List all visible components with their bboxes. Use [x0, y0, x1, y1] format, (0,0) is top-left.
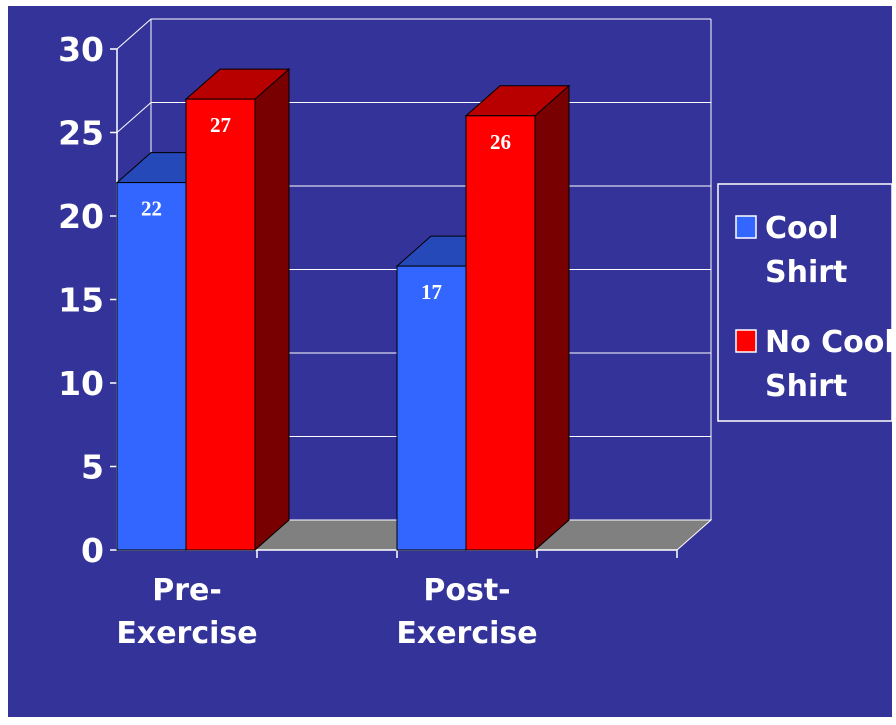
data-label: 22 — [141, 197, 162, 221]
y-tick-label: 20 — [58, 197, 104, 236]
chart-panel: 0 5 10 15 20 25 30 22 27 17 26 Pre-Exercise Post-Exe… — [8, 6, 892, 717]
bar[interactable] — [465, 115, 536, 551]
y-tick-label: 5 — [81, 448, 104, 487]
y-tick-label: 25 — [58, 114, 104, 153]
bar-chart: 0 5 10 15 20 25 30 22 27 17 26 Pre-Exercise Post-Exe… — [8, 6, 892, 717]
bar[interactable] — [185, 98, 256, 551]
data-label: 26 — [490, 130, 511, 154]
side-wall-gridline — [116, 18, 152, 50]
legend-label: No Cool Shirt — [765, 325, 892, 404]
legend-label: Cool Shirt — [765, 211, 847, 290]
bar[interactable] — [396, 265, 467, 551]
data-label: 27 — [210, 113, 231, 137]
y-tick-label: 0 — [81, 531, 104, 570]
side-wall-gridline — [116, 102, 152, 133]
legend-swatch — [735, 329, 757, 353]
y-tick-label: 10 — [58, 364, 104, 403]
bar[interactable] — [116, 182, 187, 551]
x-tick-label: Post-Exercise — [396, 573, 537, 651]
data-label: 17 — [421, 280, 442, 304]
bar-side — [254, 67, 290, 552]
bar-side — [534, 84, 570, 552]
x-tick-label: Pre-Exercise — [116, 573, 257, 651]
y-tick-label: 15 — [58, 281, 104, 320]
legend-swatch — [735, 215, 757, 239]
y-tick-label: 30 — [58, 30, 104, 69]
